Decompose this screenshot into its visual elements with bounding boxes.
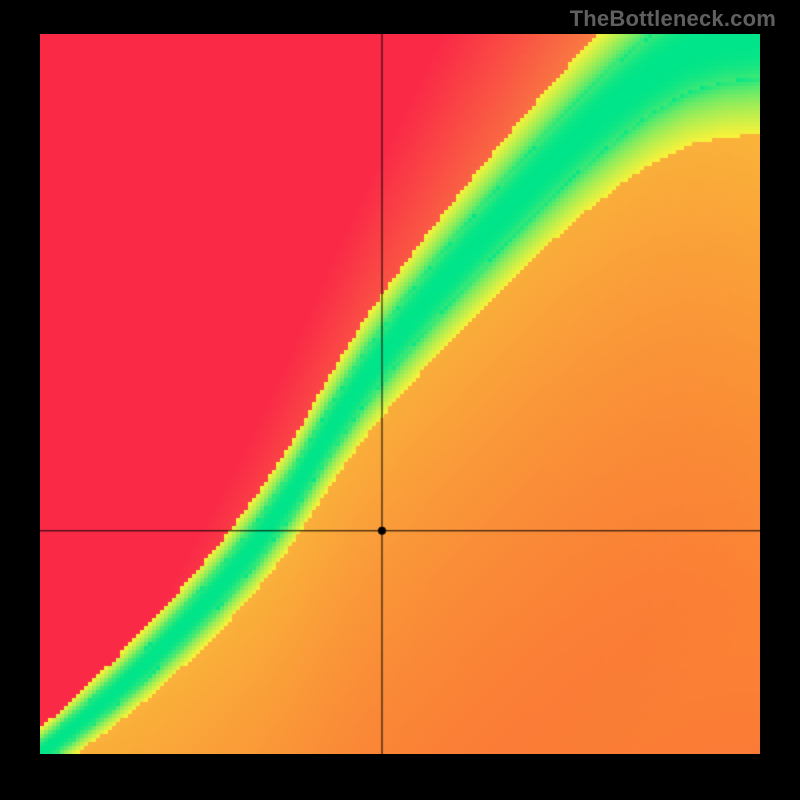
heatmap-plot bbox=[40, 34, 760, 754]
watermark-text: TheBottleneck.com bbox=[570, 6, 776, 32]
heatmap-canvas bbox=[40, 34, 760, 754]
chart-container: TheBottleneck.com bbox=[0, 0, 800, 800]
